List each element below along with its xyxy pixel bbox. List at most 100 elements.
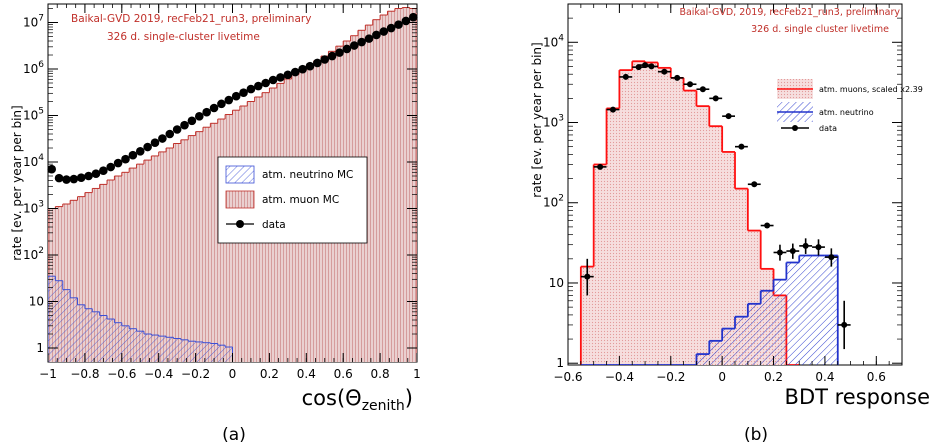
data-point: [76, 173, 86, 182]
data-point: [231, 91, 241, 101]
data-point: [725, 113, 732, 120]
x-tick-label: 1: [413, 367, 421, 381]
data-point: [268, 75, 278, 85]
y-tick-label: 10: [29, 295, 44, 309]
y-tick-label: 106: [23, 60, 44, 76]
x-axis-label-right: BDT response: [785, 385, 930, 409]
legend-left: atm. neutrino MC atm. muon MC data: [217, 156, 368, 244]
data-point: [802, 242, 809, 249]
data-point: [841, 321, 848, 328]
legend-label-neutrino: atm. neutrino MC: [262, 169, 353, 181]
data-point: [379, 27, 389, 36]
x-tick-label: −0.4: [144, 367, 173, 381]
data-point: [135, 146, 145, 156]
y-tick-label: 103: [543, 114, 564, 130]
data-point: [84, 171, 93, 181]
y-tick-label: 10: [549, 276, 564, 290]
data-point: [172, 125, 182, 134]
data-point: [290, 67, 300, 77]
y-tick-label: 1: [556, 356, 564, 370]
data-point: [194, 112, 204, 121]
panel-label-b: (b): [744, 425, 768, 445]
annotation-line-2-right: 326 d. single cluster livetime: [751, 24, 889, 35]
right-panel: −0.6 −0.4 −0.2 0 0.2 0.4 0.6 1 10 102 103 104 Baika…: [530, 3, 930, 445]
x-tick-label: 0.6: [334, 367, 353, 381]
data-point: [609, 106, 616, 113]
x-tick-label: 0.4: [297, 367, 316, 381]
data-point: [254, 81, 263, 91]
panel-label-a: (a): [222, 425, 246, 445]
legend-label-muon: atm. muon MC: [262, 194, 339, 206]
x-tick-label: 0.8: [371, 367, 390, 381]
legend-label-data-right: data: [819, 124, 837, 133]
data-point: [401, 16, 411, 26]
data-point: [648, 63, 655, 70]
data-point: [305, 61, 315, 71]
x-axis-label-left: cos(Θzenith): [302, 386, 413, 414]
data-point: [113, 158, 123, 168]
data-point: [128, 150, 138, 160]
data-point: [239, 88, 248, 97]
x-tick-label: −0.6: [553, 370, 582, 384]
legend-marker-data-right: [792, 125, 798, 131]
data-point: [298, 64, 307, 74]
data-point: [217, 99, 226, 109]
data-point: [276, 73, 285, 82]
data-point: [327, 51, 337, 61]
data-point: [687, 81, 694, 88]
legend-right: atm. muons, scaled x2.39 atm. neutrino d…: [777, 79, 923, 133]
data-point: [320, 55, 330, 64]
data-point: [764, 222, 771, 229]
data-point: [283, 70, 293, 80]
data-point: [699, 86, 706, 93]
annotation-line-1-right: Baikal-GVD, 2019, recFeb21_run3, prelimi…: [679, 7, 900, 18]
data-point: [828, 254, 835, 261]
legend-label-data: data: [262, 219, 286, 231]
x-tick-label: 0.2: [260, 367, 279, 381]
legend-label-muons: atm. muons, scaled x2.39: [819, 85, 923, 94]
data-point: [313, 58, 322, 68]
data-point: [62, 175, 71, 184]
data-point: [180, 120, 189, 130]
data-point: [622, 73, 629, 80]
data-point: [150, 138, 160, 148]
data-point: [661, 68, 668, 75]
data-point: [335, 48, 344, 57]
data-point: [712, 95, 719, 102]
data-point: [394, 20, 403, 29]
data-point: [409, 12, 418, 22]
y-tick-label: 104: [23, 153, 44, 169]
data-point: [349, 41, 359, 50]
x-tick-label: −0.6: [107, 367, 136, 381]
data-point: [187, 116, 197, 126]
data-point: [224, 95, 234, 105]
data-point: [121, 154, 130, 164]
data-point: [372, 30, 381, 40]
x-tick-label: −0.8: [70, 367, 99, 381]
data-point: [54, 173, 64, 183]
data-point: [261, 78, 271, 88]
x-tick-label: 0.4: [815, 370, 834, 384]
x-tick-label: −0.2: [656, 370, 685, 384]
x-tick-label: −0.2: [181, 367, 210, 381]
left-panel: −1 −0.8 −0.6 −0.4 −0.2 0 0.2 0.4 0.6 0.8 1 1 10 102 10…: [10, 3, 421, 445]
data-point: [815, 244, 822, 251]
data-point: [202, 107, 211, 117]
y-tick-label: 1: [36, 341, 44, 355]
data-point: [738, 143, 745, 150]
hist-area-muon: [580, 61, 800, 365]
data-point: [246, 84, 256, 94]
data-point: [386, 23, 396, 33]
y-tick-label: 104: [543, 33, 564, 49]
data-point: [342, 44, 352, 54]
x-tick-label: 0.2: [764, 370, 783, 384]
data-point: [789, 248, 796, 255]
legend-label-neutrinos: atm. neutrino: [819, 108, 874, 117]
data-point: [751, 181, 758, 188]
x-tick-label: 0: [718, 370, 726, 384]
data-point: [584, 273, 591, 280]
y-tick-label: 105: [23, 107, 44, 123]
y-tick-label: 103: [23, 200, 44, 216]
x-tick-label: 0: [229, 367, 237, 381]
